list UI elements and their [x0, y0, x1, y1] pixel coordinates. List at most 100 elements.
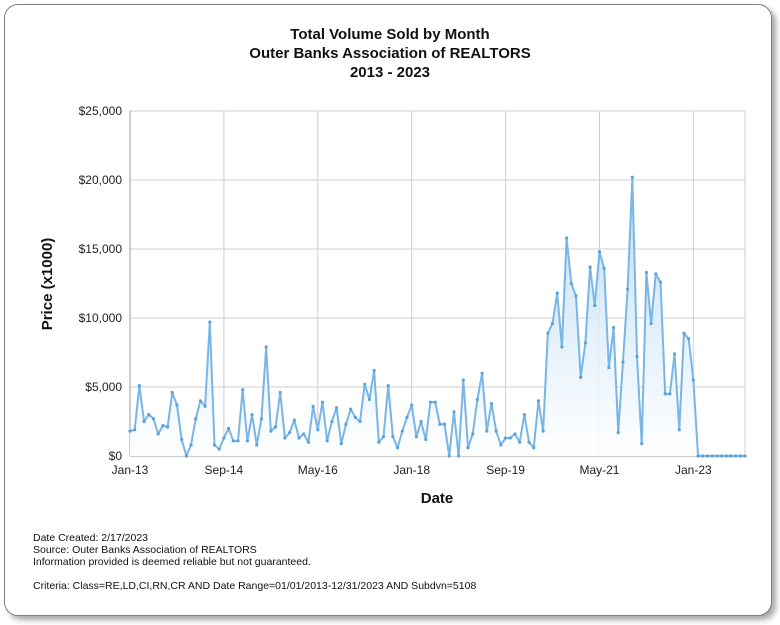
- data-point: [442, 422, 447, 426]
- footer-source: Source: Outer Banks Association of REALT…: [33, 544, 257, 556]
- data-point: [743, 454, 747, 458]
- data-point: [175, 403, 179, 407]
- data-point: [236, 439, 240, 443]
- data-point: [386, 384, 390, 388]
- footer-disclaimer: Information provided is deemed reliable …: [33, 556, 311, 568]
- data-point: [334, 406, 339, 410]
- data-point: [344, 422, 348, 426]
- data-point: [569, 281, 573, 286]
- data-point: [475, 397, 479, 402]
- y-axis-label: Price (x1000): [39, 238, 56, 331]
- data-point: [687, 337, 691, 341]
- data-point: [438, 422, 442, 426]
- data-point: [691, 378, 695, 382]
- data-point: [269, 429, 273, 433]
- y-tick-labels: $0 $5,000 $10,000 $15,000 $20,000 $25,000: [79, 104, 123, 463]
- data-point: [128, 429, 132, 433]
- data-point: [316, 428, 320, 432]
- x-tick-label: Jan-23: [675, 463, 712, 477]
- data-point: [273, 425, 278, 429]
- x-tick-label: Jan-18: [393, 463, 430, 477]
- data-point: [410, 403, 414, 407]
- data-point: [522, 413, 526, 417]
- data-point: [616, 430, 620, 435]
- data-point: [719, 454, 724, 458]
- data-point: [212, 443, 217, 447]
- data-point: [658, 280, 663, 284]
- data-point: [560, 345, 564, 349]
- data-point: [180, 437, 184, 442]
- data-point: [452, 410, 456, 414]
- data-point: [555, 291, 559, 295]
- data-point: [428, 400, 433, 404]
- data-point: [203, 404, 207, 408]
- data-point: [156, 432, 160, 436]
- chart-title-line-1: Total Volume Sold by Month: [290, 26, 490, 43]
- data-point: [541, 429, 545, 433]
- data-point: [161, 424, 165, 428]
- x-tick-label: May-21: [579, 463, 619, 477]
- data-point: [682, 331, 686, 335]
- x-tick-labels: Jan-13 Sep-14 May-16 Jan-18 Sep-19 May-21 Jan-…: [112, 463, 712, 477]
- data-point: [471, 432, 475, 436]
- data-point: [574, 294, 578, 298]
- data-point: [640, 441, 644, 446]
- data-point: [738, 454, 742, 458]
- data-point: [288, 430, 292, 435]
- data-point: [724, 454, 728, 458]
- data-point: [518, 440, 522, 444]
- data-point: [353, 415, 357, 419]
- data-point: [419, 419, 423, 424]
- data-point: [189, 443, 193, 447]
- data-point: [499, 443, 503, 447]
- data-point: [400, 429, 404, 433]
- data-point: [597, 250, 602, 254]
- data-point: [579, 375, 583, 379]
- x-tick-label: Sep-19: [486, 463, 525, 477]
- data-point: [320, 400, 325, 404]
- data-point: [297, 436, 301, 440]
- data-point: [147, 413, 151, 417]
- data-point: [494, 429, 498, 433]
- series-line-path: [129, 176, 745, 457]
- footer-date-created: Date Created: 2/17/2023: [33, 532, 148, 544]
- data-point: [508, 436, 512, 440]
- x-tick-label: May-16: [298, 463, 338, 477]
- data-point: [363, 382, 367, 386]
- data-point: [461, 378, 465, 382]
- data-point: [208, 320, 212, 324]
- data-point: [358, 419, 362, 424]
- data-point: [466, 446, 470, 450]
- area-fill-path: [130, 177, 745, 457]
- data-point: [194, 417, 198, 421]
- data-point: [672, 352, 677, 356]
- data-point: [283, 436, 287, 440]
- data-point: [489, 401, 494, 406]
- data-point: [668, 392, 672, 396]
- data-point: [654, 272, 658, 276]
- data-point: [259, 417, 264, 421]
- data-point: [696, 454, 700, 458]
- y-tick-label: $15,000: [79, 242, 123, 256]
- data-point: [503, 436, 508, 440]
- data-point: [729, 454, 733, 458]
- data-point: [292, 418, 296, 422]
- data-point: [630, 175, 634, 179]
- series-line: [129, 176, 745, 457]
- data-point: [142, 419, 146, 424]
- data-point: [226, 426, 231, 430]
- data-point: [532, 446, 536, 450]
- data-points: [128, 175, 747, 458]
- data-point: [536, 399, 541, 403]
- data-point: [550, 321, 555, 326]
- data-point: [372, 368, 376, 373]
- data-point: [527, 440, 531, 444]
- data-point: [151, 417, 156, 421]
- data-point: [593, 303, 597, 308]
- data-point: [626, 287, 630, 291]
- data-point: [349, 407, 353, 411]
- x-axis-label: Date: [421, 490, 454, 507]
- data-point: [621, 360, 625, 364]
- data-point: [133, 428, 137, 432]
- data-point: [607, 366, 611, 370]
